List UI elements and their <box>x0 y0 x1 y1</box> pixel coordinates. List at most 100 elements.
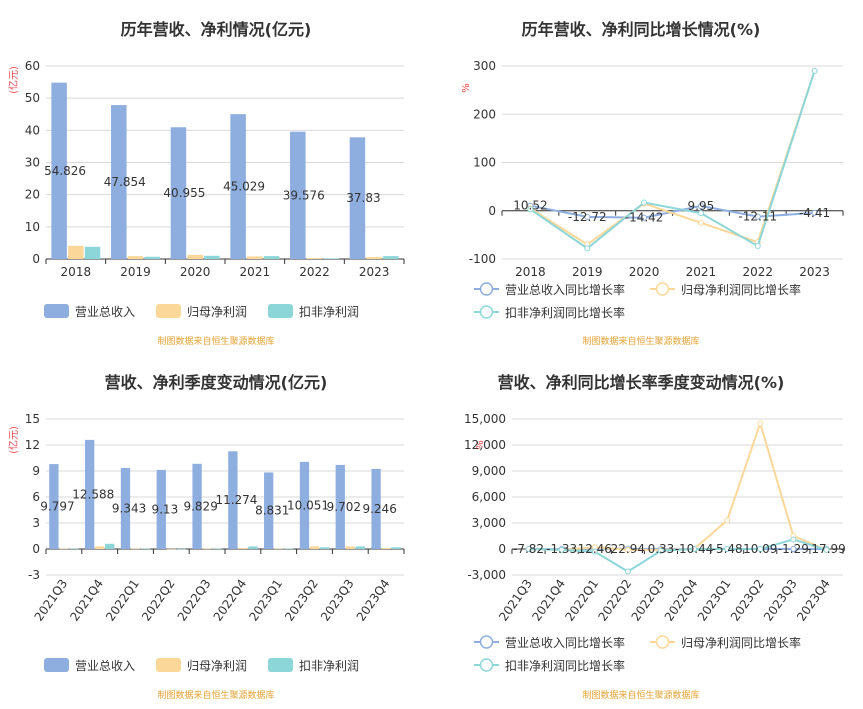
data-label: 37.83 <box>346 191 380 205</box>
legend-swatch <box>268 658 293 672</box>
bar-parent-profit <box>345 546 355 549</box>
legend-swatch <box>44 304 69 318</box>
chart-title: 营收、净利同比增长率季度变动情况(%) <box>498 373 785 392</box>
legend-swatch <box>156 304 181 318</box>
legend-swatch-marker <box>655 635 670 649</box>
quarterly-revenue-profit-chart: 营收、净利季度变动情况(亿元) (亿元) 15 12 9 6 3 0 -32021Q32021Q… <box>7 373 405 701</box>
series-point <box>584 245 591 252</box>
bar-revenue <box>51 82 67 259</box>
series-point <box>657 547 664 554</box>
series-line-1 <box>528 420 827 551</box>
legend-label: 归母净利润同比增长率 <box>681 635 801 650</box>
bar-deducted-profit <box>212 548 222 550</box>
series-point <box>697 202 704 209</box>
y-tick-label: 300 <box>473 59 496 73</box>
bar-parent-profit <box>68 245 84 259</box>
data-label: -12.11 <box>738 210 777 224</box>
x-tick-label: 2020 <box>629 265 660 279</box>
x-tick-label: 2022Q1 <box>103 577 142 624</box>
bar-deducted-profit <box>319 547 330 549</box>
y-tick-label: 0 <box>32 542 40 556</box>
series-point <box>697 219 704 226</box>
x-tick-label: 2023Q2 <box>282 577 321 624</box>
bar-deducted-profit <box>204 255 220 259</box>
bar-revenue <box>228 451 238 549</box>
x-tick-label: 2022 <box>742 265 773 279</box>
y-tick-label: 40 <box>25 123 40 137</box>
data-label: 9.702 <box>327 500 361 514</box>
data-label: 9.829 <box>183 499 217 513</box>
series-point <box>558 546 565 553</box>
legend-swatch-marker <box>479 305 494 319</box>
data-label: 54.826 <box>44 164 86 178</box>
series-point <box>811 67 818 74</box>
data-label: 9.13 <box>151 502 178 516</box>
source-note: 制图数据来自恒生聚源数据库 <box>582 335 699 347</box>
legend-label: 扣非净利润 <box>299 659 359 673</box>
legend-label: 营业总收入同比增长率 <box>505 282 625 297</box>
series-point <box>757 420 764 427</box>
bar-deducted-profit <box>391 547 401 549</box>
y-tick-label: 50 <box>25 91 40 105</box>
series-point <box>584 213 591 220</box>
legend-label: 归母净利润同比增长率 <box>681 282 801 297</box>
legend-label: 营业总收入 <box>75 305 135 319</box>
source-note: 制图数据来自恒生聚源数据库 <box>582 689 699 701</box>
data-label: -14.42 <box>625 211 664 225</box>
y-tick-label: 6,000 <box>472 490 506 504</box>
series-point <box>811 209 818 216</box>
quarterly-growth-rate-chart: 营收、净利同比增长率季度变动情况(%)% 15,000 12,000 9,000 6,0… <box>464 373 846 701</box>
data-label: 9.95 <box>688 199 715 213</box>
unit-label: (亿元) <box>7 426 20 454</box>
data-label: 45.029 <box>223 180 265 194</box>
bar-deducted-profit <box>69 548 79 550</box>
legend-label: 扣非净利润 <box>299 305 359 319</box>
y-tick-label: 30 <box>25 156 40 170</box>
series-point <box>525 546 532 552</box>
y-tick-label: 0 <box>498 542 506 556</box>
data-label: 9.797 <box>40 500 74 514</box>
data-label: -5.48 <box>712 542 743 556</box>
series-line-2 <box>528 538 827 573</box>
bar-deducted-profit <box>140 548 151 550</box>
y-tick-label: 100 <box>473 156 496 170</box>
source-note: 制图数据来自恒生聚源数据库 <box>157 689 274 701</box>
bar-revenue <box>335 464 345 549</box>
x-tick-label: 2023Q4 <box>354 577 393 624</box>
series-point <box>790 546 797 553</box>
source-note: 制图数据来自恒生聚源数据库 <box>157 335 274 347</box>
bar-deducted-profit <box>84 246 101 259</box>
x-tick-label: 2022 <box>299 265 330 279</box>
x-tick-label: 2023Q4 <box>794 577 833 624</box>
annual-revenue-profit-chart: 历年营收、净利情况(亿元) (亿元) 60 50 40 30 20 10 0 2018 2019 20… <box>7 20 405 347</box>
chart-title: 营收、净利季度变动情况(亿元) <box>105 373 328 392</box>
y-tick-label: 200 <box>473 107 496 121</box>
x-tick-label: 2023 <box>359 265 390 279</box>
bar-parent-profit <box>187 254 203 259</box>
bar-revenue <box>111 105 127 259</box>
series-point <box>591 548 598 555</box>
x-tick-label: 2021 <box>686 265 717 279</box>
legend-label: 营业总收入同比增长率 <box>505 635 625 650</box>
bar-parent-profit <box>130 548 141 550</box>
legend-swatch-marker <box>479 282 494 296</box>
x-tick-label: 2021Q4 <box>67 577 106 624</box>
bar-deducted-profit <box>144 256 160 259</box>
bar-deducted-profit <box>323 258 339 259</box>
x-tick-label: 2021Q3 <box>32 577 71 624</box>
x-tick-label: 2020 <box>180 265 211 279</box>
bar-revenue <box>156 469 166 549</box>
data-label: 10.52 <box>513 199 547 213</box>
data-label: -17.99 <box>807 542 846 556</box>
y-tick-label: 0 <box>488 204 496 218</box>
data-label: 9.246 <box>362 502 396 516</box>
series-point <box>624 546 631 553</box>
x-tick-label: 2022Q2 <box>139 577 178 624</box>
bar-deducted-profit <box>105 543 115 549</box>
x-tick-label: 2023Q1 <box>246 577 285 624</box>
series-point <box>823 546 830 553</box>
bar-revenue <box>120 468 131 549</box>
x-tick-label: 2018 <box>61 265 92 279</box>
unit-label: (亿元) <box>7 66 20 94</box>
